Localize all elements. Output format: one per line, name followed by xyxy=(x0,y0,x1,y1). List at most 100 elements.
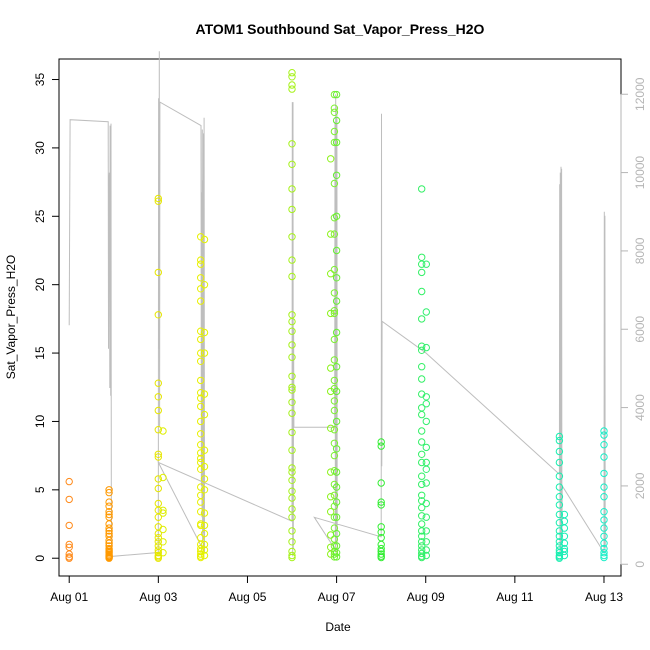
data-point xyxy=(105,536,113,545)
data-point xyxy=(377,550,385,558)
data-point xyxy=(555,538,564,546)
data-point xyxy=(422,499,430,508)
data-point xyxy=(330,502,339,510)
data-point xyxy=(377,501,385,509)
data-point xyxy=(330,108,339,117)
data-point xyxy=(200,540,209,549)
data-point xyxy=(560,544,569,553)
y-tick-label: 0 xyxy=(33,555,47,562)
grey-line-layer xyxy=(68,51,606,557)
data-point xyxy=(422,260,430,268)
data-point xyxy=(197,550,205,558)
data-point xyxy=(288,513,296,521)
point-cluster-9 xyxy=(332,90,341,561)
y2-tick-label: 0 xyxy=(633,561,647,568)
data-point xyxy=(327,424,335,432)
data-point xyxy=(330,104,339,112)
data-point xyxy=(197,376,205,385)
series-line-right-axis xyxy=(68,51,606,557)
data-point xyxy=(330,491,339,499)
data-point xyxy=(197,521,205,530)
data-point xyxy=(154,379,163,387)
data-point xyxy=(555,432,564,441)
data-point xyxy=(332,549,341,557)
data-point xyxy=(65,550,73,558)
bottom-axis: Aug 01 Aug 03 Aug 05 Aug 07 Aug 09 Aug 11 Aug … xyxy=(50,575,623,604)
data-point xyxy=(288,317,296,326)
x-tick-label: Aug 01 xyxy=(50,590,88,604)
data-point xyxy=(422,551,430,560)
data-point xyxy=(65,495,73,504)
data-point xyxy=(65,521,73,530)
data-point xyxy=(377,528,385,536)
data-point xyxy=(154,197,163,205)
data-point xyxy=(332,363,341,371)
data-point xyxy=(560,539,569,547)
data-point xyxy=(422,527,430,535)
data-point xyxy=(327,270,335,278)
data-point xyxy=(332,274,341,282)
data-point xyxy=(288,538,296,546)
y2-tick-label: 8000 xyxy=(633,237,647,264)
data-point xyxy=(600,453,608,461)
y2-tick-label: 12000 xyxy=(633,77,647,111)
data-point xyxy=(418,268,426,277)
data-point xyxy=(600,553,608,562)
data-point xyxy=(555,483,564,491)
data-point xyxy=(600,532,608,540)
data-point xyxy=(288,398,296,406)
data-point xyxy=(330,214,339,222)
data-point xyxy=(332,498,341,506)
data-point xyxy=(288,85,296,93)
data-point xyxy=(422,343,430,352)
data-point xyxy=(154,450,163,458)
data-point xyxy=(418,480,426,489)
data-point xyxy=(600,539,608,547)
data-point xyxy=(555,447,564,456)
data-point xyxy=(154,406,163,415)
data-point xyxy=(154,311,163,319)
data-point xyxy=(197,256,205,264)
data-point xyxy=(418,491,426,499)
right-axis: 0 2000 4000 6000 8000 10000 12000 xyxy=(620,77,647,568)
data-point xyxy=(418,410,426,419)
data-point xyxy=(418,458,426,467)
data-point xyxy=(377,438,385,446)
x-tick-label: Aug 03 xyxy=(139,590,177,604)
data-point xyxy=(330,397,339,405)
data-point xyxy=(332,468,341,476)
data-point xyxy=(560,524,569,532)
data-point xyxy=(418,542,426,550)
data-point xyxy=(555,493,564,501)
data-point xyxy=(418,503,426,512)
y2-tick-label: 2000 xyxy=(633,472,647,499)
data-point xyxy=(154,453,163,461)
data-point xyxy=(422,417,430,426)
data-point xyxy=(377,553,385,562)
data-point xyxy=(418,472,426,480)
y-tick-label: 10 xyxy=(33,414,47,428)
chart-title: ATOM1 Southbound Sat_Vapor_Press_H2O xyxy=(196,21,485,37)
data-point xyxy=(332,513,341,521)
data-point xyxy=(418,185,426,193)
data-point xyxy=(330,542,339,550)
y-tick-label: 30 xyxy=(33,141,47,155)
data-point xyxy=(65,540,73,549)
data-point xyxy=(422,393,430,401)
point-cluster-12 xyxy=(422,260,430,560)
data-point xyxy=(600,441,608,449)
data-point xyxy=(377,540,385,549)
data-point xyxy=(555,510,564,519)
data-point xyxy=(159,506,167,514)
data-point xyxy=(377,544,385,553)
data-point xyxy=(197,327,205,335)
data-point xyxy=(422,479,430,487)
point-cluster-7 xyxy=(327,155,335,558)
data-point xyxy=(65,477,73,486)
data-point xyxy=(418,438,426,446)
data-point xyxy=(600,431,608,439)
data-point xyxy=(288,341,296,349)
data-point xyxy=(288,272,296,281)
data-point xyxy=(197,349,205,357)
